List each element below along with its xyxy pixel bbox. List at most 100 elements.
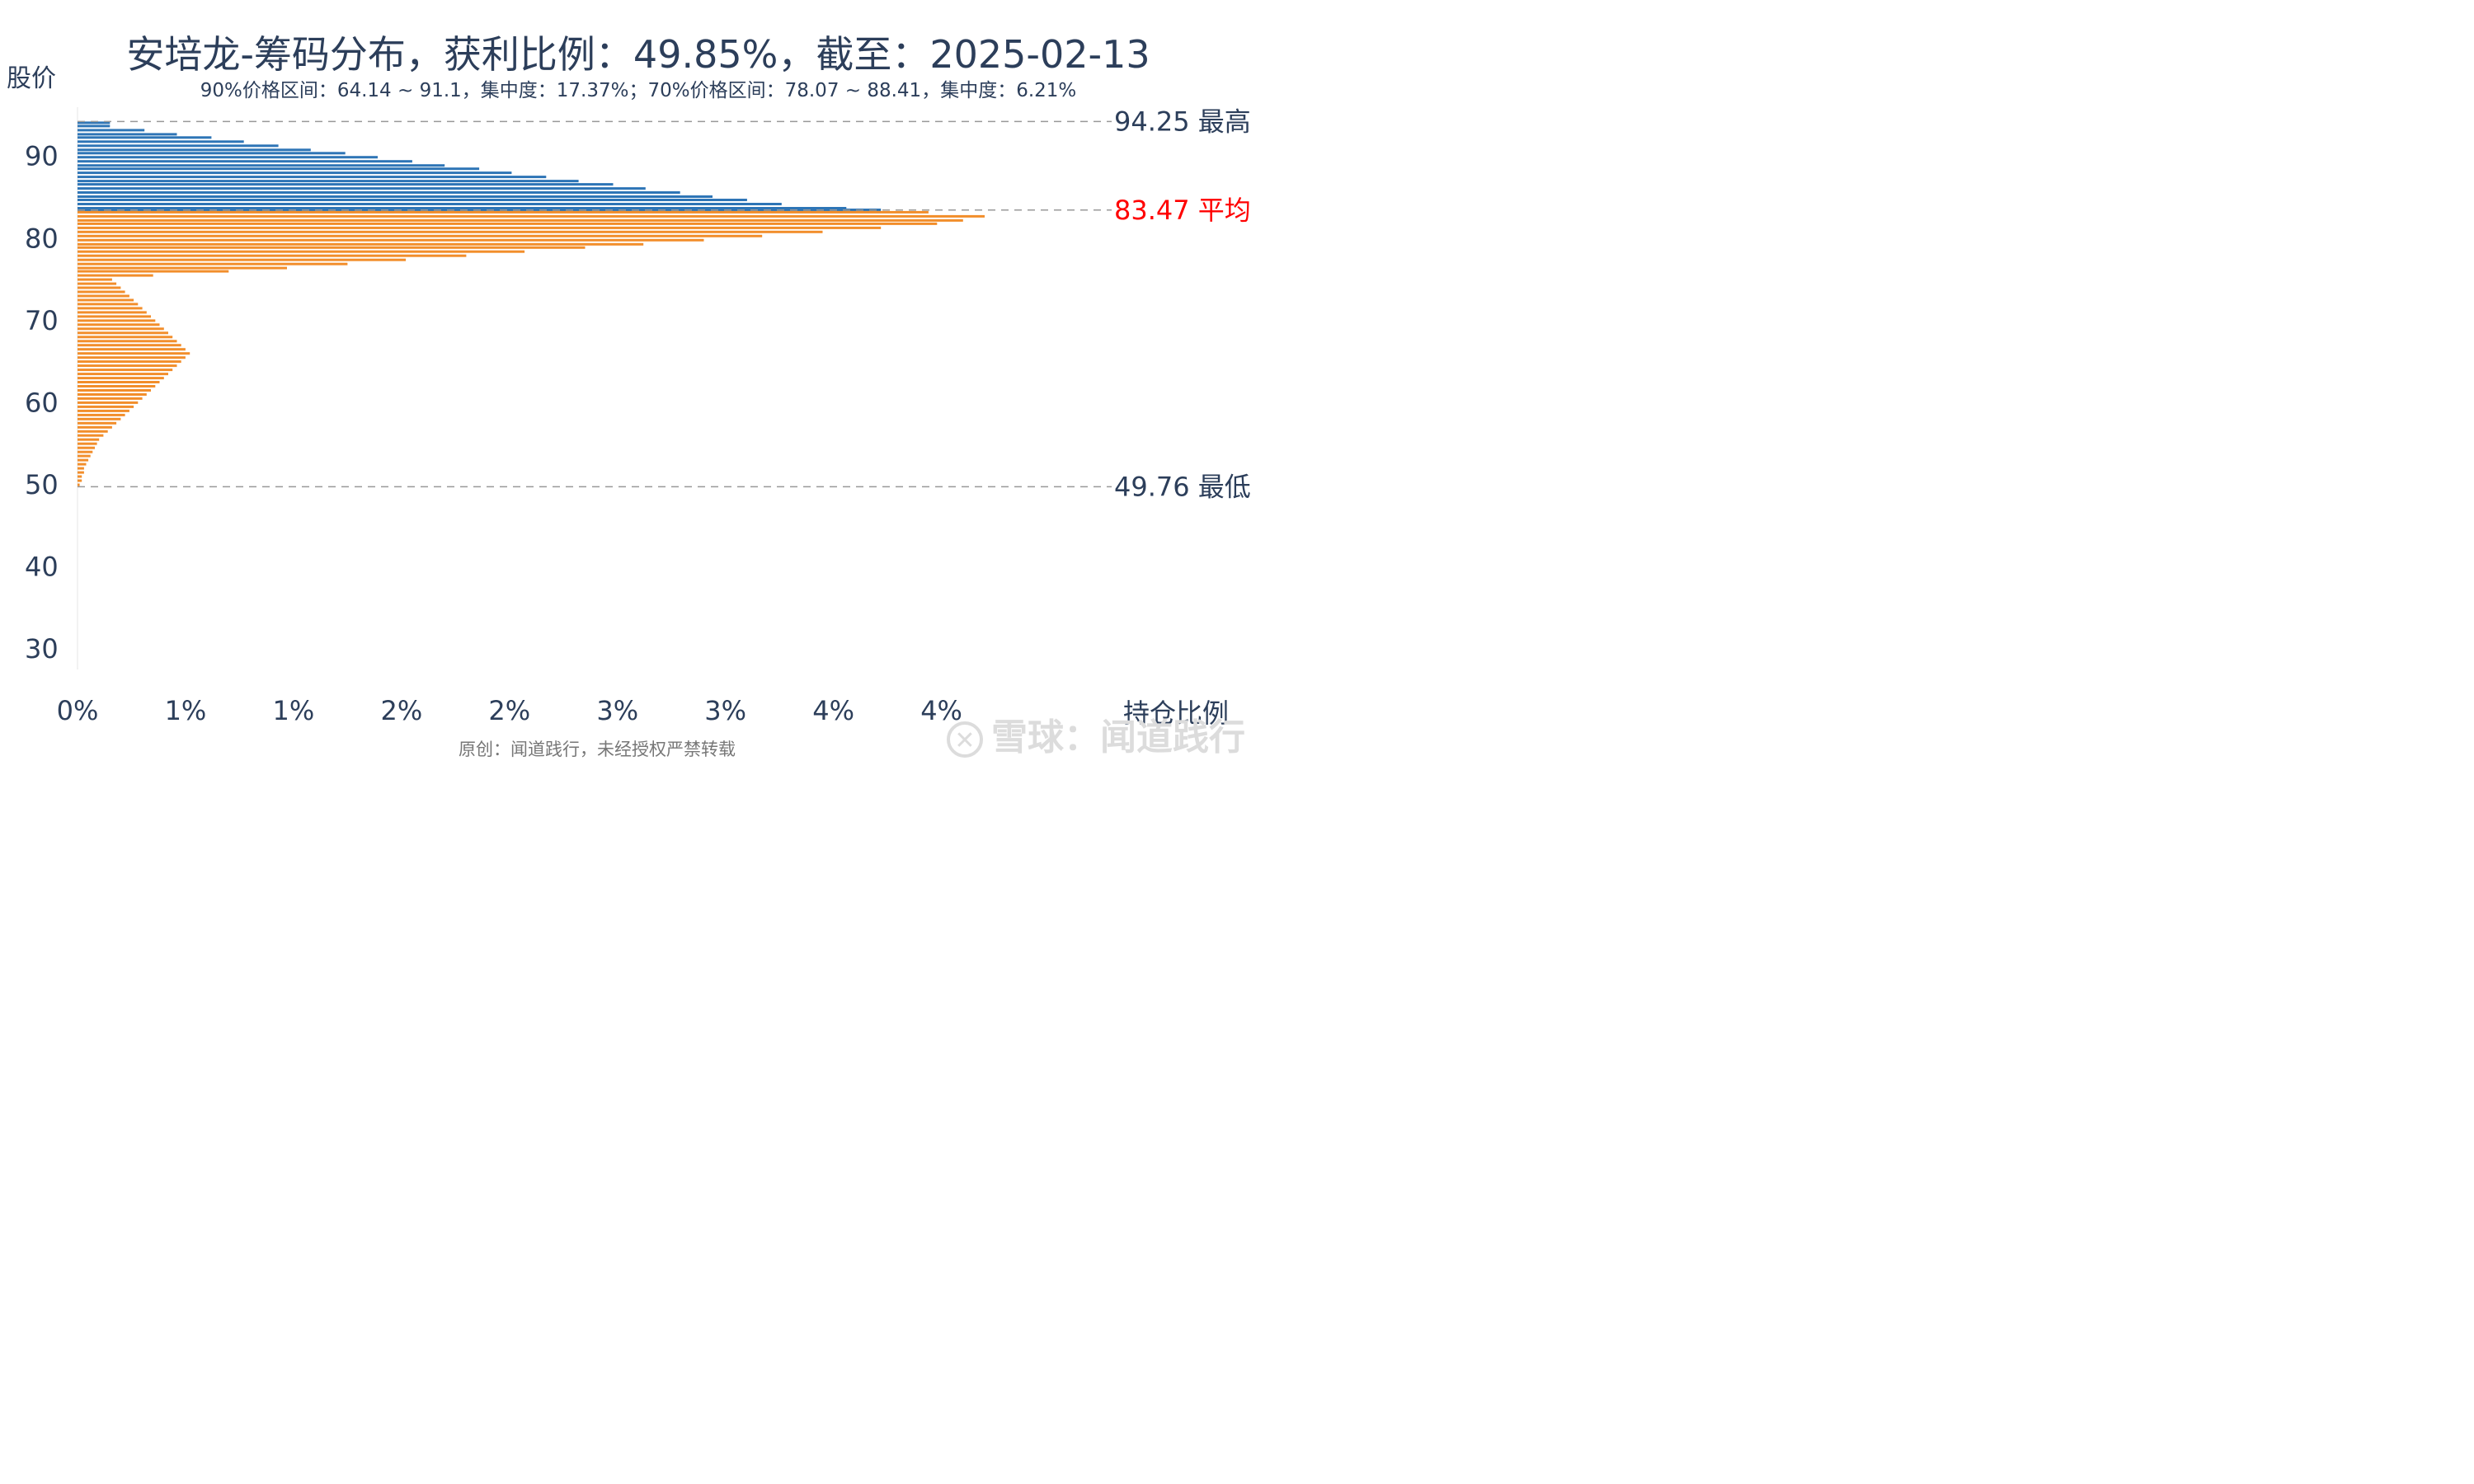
bar-loss	[78, 430, 108, 433]
bar-loss	[78, 483, 80, 486]
bar-loss	[78, 421, 117, 425]
bar-loss	[78, 364, 177, 368]
bar-loss	[78, 373, 168, 376]
bar-loss	[78, 290, 125, 294]
bar-loss	[78, 226, 882, 229]
reference-label: 83.47 平均	[1114, 195, 1251, 226]
bar-loss	[78, 344, 181, 347]
bar-loss	[78, 413, 125, 416]
bar-loss	[78, 389, 151, 392]
bar-profit	[78, 176, 547, 179]
xueqiu-logo-icon: ✕	[947, 721, 983, 758]
bar-loss	[78, 475, 82, 478]
bar-loss	[78, 458, 89, 462]
y-tick-label: 40	[25, 552, 59, 583]
bar-profit	[78, 129, 145, 132]
x-tick-label: 0%	[57, 695, 99, 726]
bar-loss	[78, 234, 763, 237]
bar-loss	[78, 348, 186, 351]
bar-loss	[78, 294, 129, 298]
bar-loss	[78, 336, 173, 339]
bar-loss	[78, 471, 84, 474]
bar-loss	[78, 369, 173, 372]
x-tick-label: 1%	[273, 695, 315, 726]
bar-profit	[78, 133, 177, 136]
y-tick-label: 90	[25, 141, 59, 172]
bar-loss	[78, 381, 160, 383]
bar-loss	[78, 352, 190, 355]
bar-loss	[78, 303, 139, 306]
watermark: ✕ 雪球：闻道践行	[947, 707, 1245, 760]
bar-profit	[78, 183, 614, 186]
bar-loss	[78, 230, 823, 233]
bar-profit	[78, 191, 680, 194]
bar-loss	[78, 307, 143, 310]
bar-profit	[78, 164, 445, 167]
reference-label: 49.76 最低	[1114, 471, 1251, 502]
bar-loss	[78, 450, 93, 453]
bar-loss	[78, 405, 134, 408]
bar-loss	[78, 210, 929, 214]
bar-loss	[78, 270, 229, 273]
bar-loss	[78, 282, 117, 285]
bar-profit	[78, 148, 311, 152]
y-tick-label: 30	[25, 633, 59, 665]
bar-profit	[78, 160, 412, 163]
bar-loss	[78, 319, 156, 322]
bar-profit	[78, 124, 111, 128]
bar-loss	[78, 286, 121, 289]
bar-loss	[78, 401, 139, 404]
bar-loss	[78, 356, 186, 359]
bar-profit	[78, 171, 512, 175]
bar-loss	[78, 385, 156, 387]
reference-label: 94.25 最高	[1114, 106, 1251, 137]
y-tick-label: 60	[25, 387, 59, 418]
bar-loss	[78, 360, 181, 364]
bar-profit	[78, 203, 782, 205]
y-tick-label: 50	[25, 469, 59, 500]
bar-loss	[78, 479, 82, 482]
bar-loss	[78, 377, 164, 380]
bar-loss	[78, 315, 151, 318]
x-tick-label: 3%	[704, 695, 746, 726]
y-tick-label: 70	[25, 305, 59, 336]
bar-profit	[78, 156, 378, 159]
bar-loss	[78, 262, 348, 265]
bar-loss	[78, 266, 287, 270]
bar-loss	[78, 298, 134, 302]
bar-loss	[78, 425, 112, 429]
bar-loss	[78, 258, 407, 261]
chart-subtitle: 90%价格区间：64.14 ~ 91.1，集中度：17.37%；70%价格区间：…	[200, 80, 1077, 101]
x-axis-label: 持仓比例	[1123, 697, 1230, 729]
x-tick-label: 4%	[812, 695, 854, 726]
chip-distribution-chart: 94.25 最高 83.47 平均 49.76 最低 30 40 50 60 70 80 90 0%…	[25, 106, 1251, 726]
bar-loss	[78, 218, 963, 222]
x-tick-label: 2%	[488, 695, 530, 726]
bar-profit	[78, 144, 279, 148]
bar-loss	[78, 438, 100, 441]
bar-loss	[78, 311, 147, 314]
bar-loss	[78, 242, 644, 246]
bar-loss	[78, 274, 153, 277]
bar-profit	[78, 140, 244, 143]
y-tick-label: 80	[25, 223, 59, 254]
chart-title: 安培龙-筹码分布，获利比例：49.85%，截至：2025-02-13	[126, 32, 1150, 77]
bar-loss	[78, 323, 160, 326]
bar-loss	[78, 214, 985, 218]
y-axis-label: 股价	[7, 64, 56, 93]
bar-profit	[78, 207, 847, 209]
bar-loss	[78, 246, 586, 249]
bar-loss	[78, 331, 168, 335]
bar-loss	[78, 340, 177, 343]
bar-loss	[78, 442, 97, 445]
copyright-footer: 原创：闻道践行，未经授权严禁转载	[459, 740, 736, 759]
bar-loss	[78, 467, 84, 470]
bar-profit	[78, 180, 579, 183]
x-tick-label: 2%	[380, 695, 422, 726]
bar-profit	[78, 167, 480, 171]
bar-loss	[78, 327, 164, 331]
bar-profit	[78, 199, 747, 201]
bar-profit	[78, 121, 111, 124]
bar-loss	[78, 250, 525, 253]
watermark-text: 雪球：闻道践行	[991, 716, 1245, 758]
